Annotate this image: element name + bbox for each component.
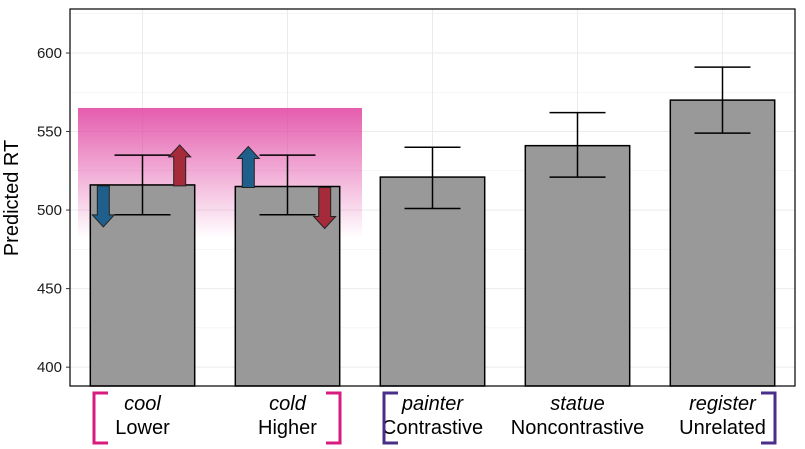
y-axis-label: Predicted RT (1, 140, 23, 256)
y-axis: 400 450 500 550 600 (37, 45, 70, 376)
bar-noncontrastive (524, 144, 631, 387)
arrow-down-icon (91, 185, 116, 228)
x-label-word: register (689, 393, 757, 415)
error-bars (114, 66, 751, 216)
y-tick-label: 400 (37, 359, 62, 376)
x-label-condition: Contrastive (382, 417, 483, 439)
bracket-right (326, 391, 342, 445)
x-label-condition: Noncontrastive (511, 417, 644, 439)
x-label-condition: Lower (115, 417, 170, 439)
y-tick-label: 500 (37, 202, 62, 219)
x-label-word: statue (550, 393, 604, 415)
y-tick-label: 550 (37, 124, 62, 141)
arrow-up-icon (167, 144, 192, 187)
x-label-word: cold (269, 393, 307, 415)
arrow-up-icon (236, 145, 261, 189)
arrows (91, 144, 337, 230)
plot-panel-border (69, 8, 796, 387)
x-label-condition: Unrelated (679, 417, 766, 439)
x-label-condition: Higher (258, 417, 317, 439)
bracket-right (761, 391, 777, 445)
y-tick-label: 600 (37, 45, 62, 62)
bracket-left (382, 391, 398, 445)
x-label-word: cool (124, 393, 161, 415)
x-label-word: painter (401, 393, 464, 415)
bracket-left (92, 391, 108, 445)
category-brackets (92, 391, 777, 445)
bar-unrelated (669, 99, 776, 387)
y-tick-label: 450 (37, 281, 62, 298)
arrow-down-icon (312, 187, 337, 230)
